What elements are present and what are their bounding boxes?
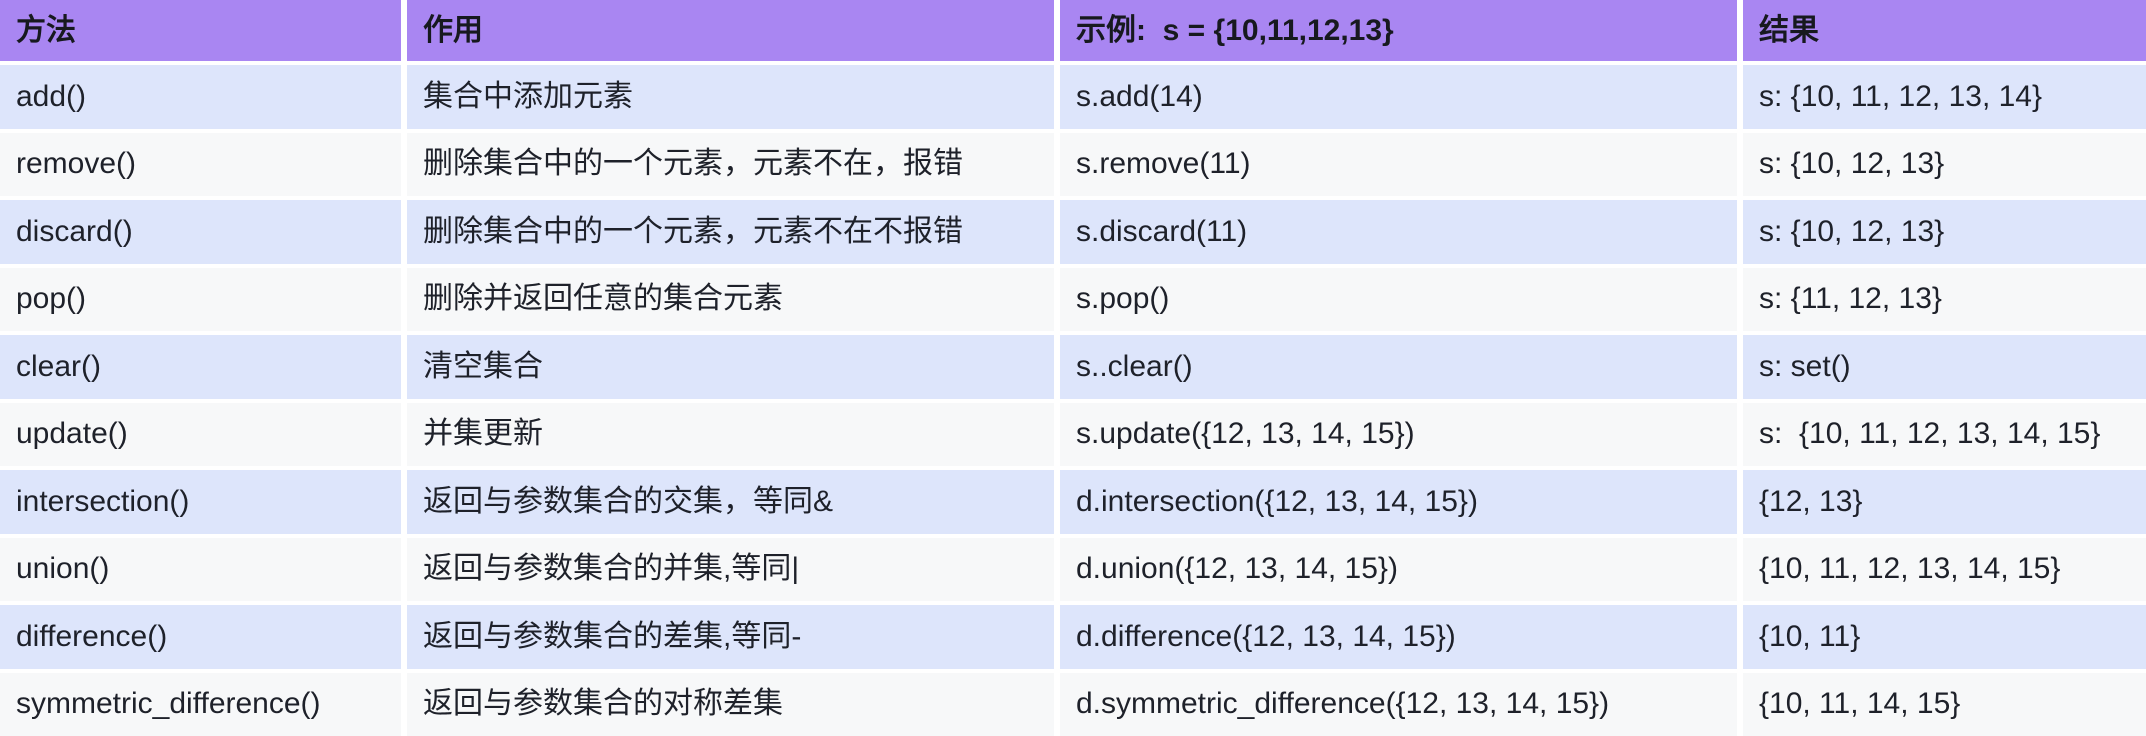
cell-purpose: 清空集合: [407, 335, 1054, 399]
cell-method: union(): [0, 537, 401, 601]
cell-result: s: {10, 12, 13}: [1743, 132, 2146, 196]
cell-example: d.symmetric_difference({12, 13, 14, 15}): [1060, 672, 1737, 736]
cell-purpose: 并集更新: [407, 402, 1054, 466]
cell-result: s: {10, 12, 13}: [1743, 200, 2146, 264]
cell-method: update(): [0, 402, 401, 466]
cell-result: s: set(): [1743, 335, 2146, 399]
cell-purpose: 集合中添加元素: [407, 65, 1054, 129]
cell-method: difference(): [0, 605, 401, 669]
cell-result: s: {10, 11, 12, 13, 14}: [1743, 65, 2146, 129]
cell-example: s.add(14): [1060, 65, 1737, 129]
cell-result: {12, 13}: [1743, 470, 2146, 534]
cell-purpose: 返回与参数集合的对称差集: [407, 672, 1054, 736]
column-header-method: 方法: [0, 0, 401, 61]
cell-example: s.update({12, 13, 14, 15}): [1060, 402, 1737, 466]
cell-example: s..clear(): [1060, 335, 1737, 399]
cell-purpose: 删除并返回任意的集合元素: [407, 267, 1054, 331]
cell-result: {10, 11}: [1743, 605, 2146, 669]
cell-result: {10, 11, 12, 13, 14, 15}: [1743, 537, 2146, 601]
cell-result: {10, 11, 14, 15}: [1743, 672, 2146, 736]
cell-method: discard(): [0, 200, 401, 264]
column-header-result: 结果: [1743, 0, 2146, 61]
cell-example: s.remove(11): [1060, 132, 1737, 196]
cell-purpose: 返回与参数集合的并集,等同|: [407, 537, 1054, 601]
cell-method: symmetric_difference(): [0, 672, 401, 736]
cell-example: d.difference({12, 13, 14, 15}): [1060, 605, 1737, 669]
cell-example: s.pop(): [1060, 267, 1737, 331]
cell-example: s.discard(11): [1060, 200, 1737, 264]
cell-result: s: {11, 12, 13}: [1743, 267, 2146, 331]
cell-purpose: 删除集合中的一个元素，元素不在，报错: [407, 132, 1054, 196]
cell-purpose: 返回与参数集合的差集,等同-: [407, 605, 1054, 669]
cell-method: intersection(): [0, 470, 401, 534]
column-header-example: 示例: s = {10,11,12,13}: [1060, 0, 1737, 61]
cell-purpose: 删除集合中的一个元素，元素不在不报错: [407, 200, 1054, 264]
cell-method: pop(): [0, 267, 401, 331]
cell-method: add(): [0, 65, 401, 129]
cell-result: s: {10, 11, 12, 13, 14, 15}: [1743, 402, 2146, 466]
column-header-purpose: 作用: [407, 0, 1054, 61]
cell-example: d.intersection({12, 13, 14, 15}): [1060, 470, 1737, 534]
cell-method: remove(): [0, 132, 401, 196]
cell-method: clear(): [0, 335, 401, 399]
cell-purpose: 返回与参数集合的交集，等同&: [407, 470, 1054, 534]
cell-example: d.union({12, 13, 14, 15}): [1060, 537, 1737, 601]
